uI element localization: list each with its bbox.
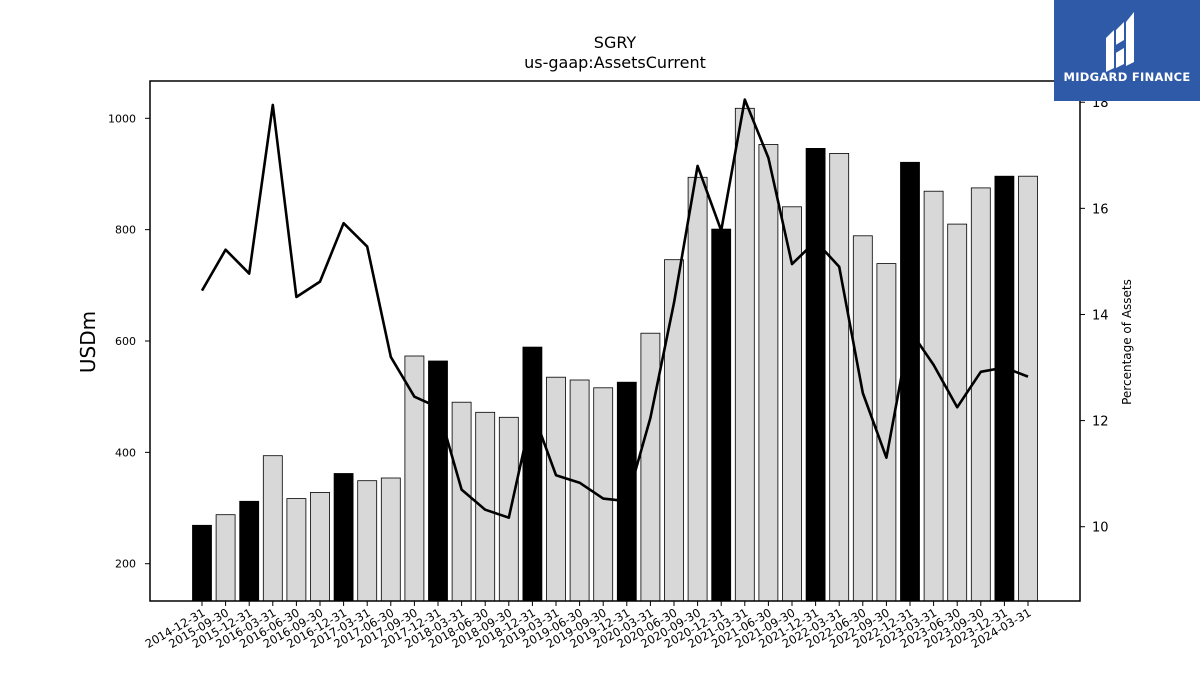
bar-2016-12-31 [333,473,354,602]
bar-2016-06-30 [286,498,307,602]
bar-2019-06-30 [569,379,590,602]
bar-2020-03-31 [640,332,661,602]
bar-2022-06-30 [852,235,873,602]
bar-2018-12-31 [522,346,543,602]
bar-2023-12-31 [994,175,1015,602]
bar-2015-12-31 [239,500,260,602]
bar-2014-12-31 [192,524,212,602]
bar-2023-09-30 [970,187,991,602]
brand-logo: MIDGARD FINANCE [1054,0,1200,101]
bar-2019-12-31 [616,381,637,602]
bar-2016-03-31 [262,455,283,602]
y-tick-label-1000: 1000 [108,112,136,125]
bar-2021-03-31 [734,107,755,602]
bar-2018-03-31 [451,401,472,602]
y2-tick-label-16: 16 [1092,202,1109,217]
y-tick-label-600: 600 [115,335,136,348]
bar-2020-09-30 [687,176,708,602]
bar-2017-09-30 [404,355,425,602]
bar-2022-03-31 [829,152,850,602]
bar-2017-12-31 [428,360,448,602]
bar-2015-09-30 [215,514,236,602]
y2-tick-label-14: 14 [1092,308,1109,323]
chart-title: SGRY [593,33,637,52]
y2-tick-label-12: 12 [1092,415,1109,430]
y2-axis-label: Percentage of Assets [1120,279,1134,405]
bar-2022-09-30 [876,263,897,602]
percentage-line [200,98,1029,520]
logo-text: MIDGARD FINANCE [1063,70,1191,84]
y-tick-label-400: 400 [115,446,136,459]
bar-2023-03-31 [923,190,944,602]
chart-subtitle: us-gaap:AssetsCurrent [524,53,706,72]
y-tick-label-800: 800 [115,224,136,237]
bar-2017-03-31 [357,480,378,602]
bar-2020-12-31 [711,228,732,602]
y-axis-label: USDm [76,310,100,374]
y2-tick-label-10: 10 [1092,521,1109,536]
y-tick-label-200: 200 [115,558,136,571]
bar-2021-09-30 [782,206,802,602]
bar-2016-09-30 [310,491,330,602]
bar-2018-06-30 [475,411,496,602]
bar-2017-06-30 [380,477,401,602]
bar-2018-09-30 [498,416,519,602]
bar-2023-06-30 [947,223,968,602]
bar-2019-03-31 [546,376,566,602]
bar-2022-12-31 [900,161,920,602]
logo-mark-icon [1106,12,1134,72]
bar-2024-03-31 [1018,175,1038,602]
bar-2020-06-30 [664,259,684,602]
bar-2021-06-30 [758,144,779,602]
bar-2021-12-31 [805,147,826,602]
